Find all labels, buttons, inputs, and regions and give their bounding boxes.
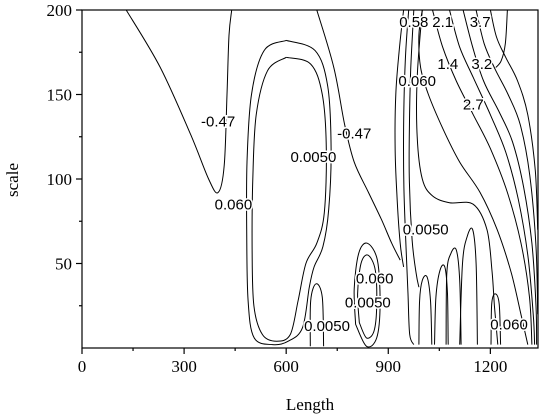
y-tick-label-3: 200	[47, 1, 73, 20]
contour-line-13	[459, 227, 478, 345]
contour-line-21	[489, 10, 538, 230]
contour-line-9	[408, 10, 420, 288]
x-tick-label-0: 0	[78, 357, 87, 376]
y-tick-label-1: 100	[47, 170, 73, 189]
contour-label-15: 2.7	[463, 97, 484, 114]
contour-line-10	[418, 275, 433, 345]
contour-label-8: 0.060	[490, 316, 528, 333]
contour-label-7: 0.0050	[304, 318, 350, 335]
contour-label-6: 0.0050	[345, 294, 391, 311]
contour-line-2	[246, 39, 332, 346]
contour-line-12	[445, 247, 462, 345]
contour-line-19	[462, 10, 538, 345]
contour-labels: -0.47-0.470.00500.0600.00500.0600.00500.…	[200, 12, 530, 336]
contour-line-7	[353, 242, 381, 348]
contour-line-22	[495, 10, 508, 68]
contour-line-1	[251, 56, 327, 342]
contour-line-6	[357, 254, 378, 339]
contour-label-0: -0.47	[201, 114, 235, 131]
contour-line-5	[309, 283, 325, 347]
contour-line-14	[416, 10, 499, 345]
contour-line-3	[316, 10, 401, 261]
x-tick-label-4: 1200	[473, 357, 507, 376]
contour-line-17	[432, 10, 533, 345]
x-tick-label-1: 300	[171, 357, 197, 376]
contour-label-11: 3.7	[470, 14, 491, 31]
contour-line-15	[490, 293, 502, 345]
contour-label-9: 0.58	[399, 14, 428, 31]
contour-label-10: 2.1	[432, 14, 453, 31]
axis-ticks: 0 300 600 900 1200 50 100 150 200	[47, 1, 508, 376]
contour-label-1: -0.47	[337, 125, 371, 142]
contour-line-4	[394, 10, 405, 267]
contour-line-16	[418, 10, 529, 345]
contour-label-2: 0.0050	[290, 149, 336, 166]
contour-label-4: 0.0050	[403, 222, 449, 239]
x-tick-label-2: 600	[273, 357, 299, 376]
contour-line-8	[403, 10, 415, 345]
contour-lines	[125, 10, 538, 348]
contour-label-5: 0.060	[356, 271, 394, 288]
y-axis-label: scale	[3, 163, 22, 197]
x-axis-label: Length	[286, 395, 335, 414]
contour-line-0	[125, 10, 233, 194]
contour-label-3: 0.060	[215, 196, 253, 213]
y-tick-label-2: 150	[47, 86, 73, 105]
contour-label-12: 1.4	[437, 56, 458, 73]
plot-frame	[81, 9, 539, 349]
contour-line-20	[475, 10, 538, 315]
contour-label-13: 3.2	[471, 56, 492, 73]
x-tick-label-3: 900	[376, 357, 402, 376]
contour-line-11	[434, 264, 449, 345]
contour-label-14: 0.060	[398, 73, 436, 90]
y-tick-label-0: 50	[55, 255, 72, 274]
contour-line-18	[449, 10, 536, 345]
